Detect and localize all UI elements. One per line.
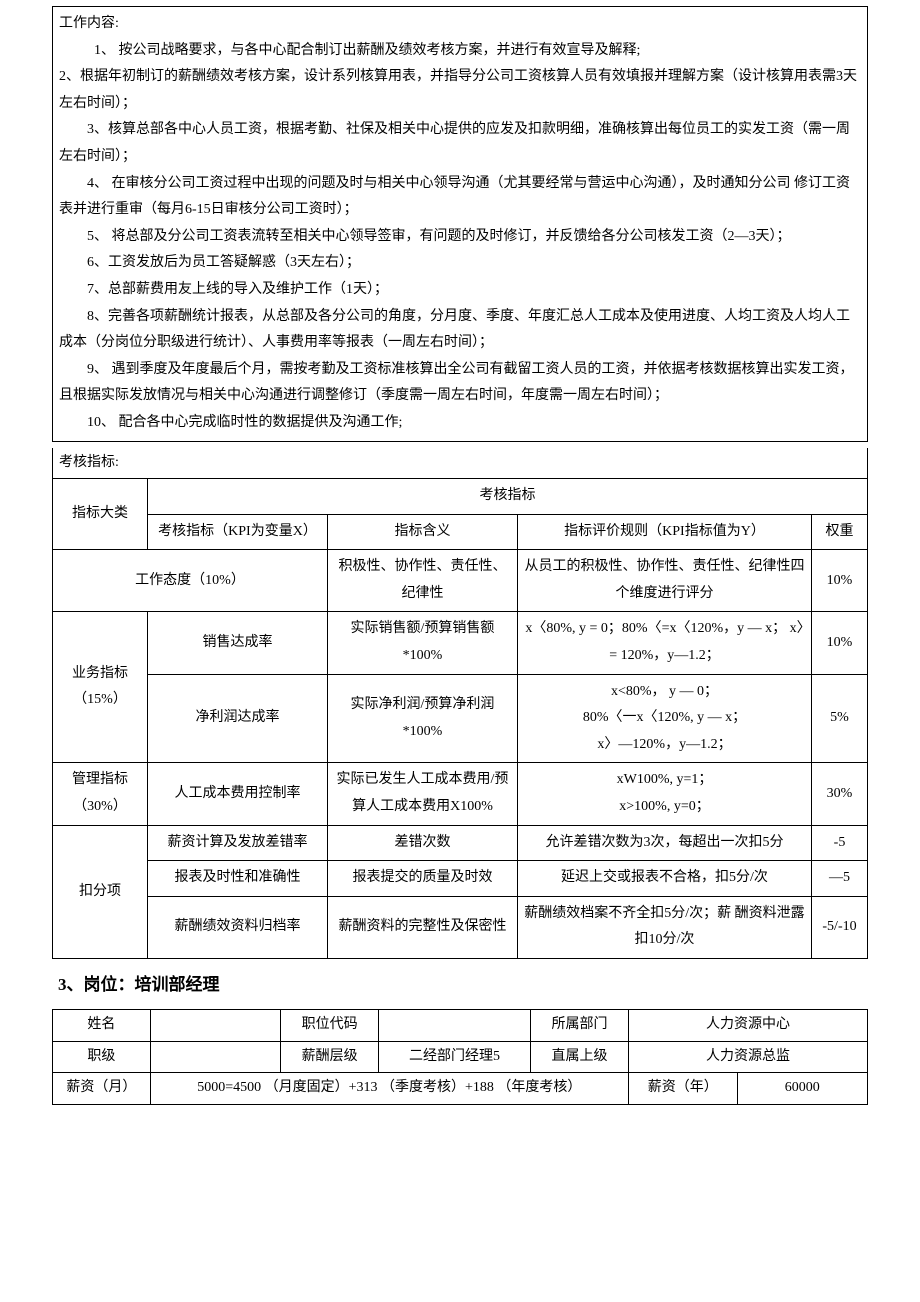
kpi-table: 指标大类 考核指标 考核指标（KPI为变量X） 指标含义 指标评价规则（KPI指… xyxy=(52,478,868,959)
kpi-header-row-1: 指标大类 考核指标 xyxy=(53,479,868,515)
kpi-r1-c4: 10% xyxy=(812,550,868,612)
info-r2-v3: 人力资源总监 xyxy=(628,1041,867,1073)
kpi-r2b-c3: x<80%， y — 0；80%〈一x〈120%, y — x；x〉—120%，… xyxy=(518,674,812,763)
info-r3-l2: 薪资（年） xyxy=(628,1073,737,1105)
kpi-r1-c2: 积极性、协作性、责任性、纪律性 xyxy=(328,550,518,612)
kpi-r3-c4: 30% xyxy=(812,763,868,825)
kpi-r4c-c4: -5/-10 xyxy=(812,896,868,958)
info-r2-v2: 二经部门经理5 xyxy=(378,1041,530,1073)
info-r2-l2: 薪酬层级 xyxy=(281,1041,379,1073)
kpi-h-col2: 指标含义 xyxy=(328,514,518,550)
kpi-r3-c1: 人工成本费用控制率 xyxy=(148,763,328,825)
kpi-r4c-c3: 薪酬绩效档案不齐全扣5分/次；薪 酬资料泄露扣10分/次 xyxy=(518,896,812,958)
kpi-r4c-c2: 薪酬资料的完整性及保密性 xyxy=(328,896,518,958)
kpi-row-biz-2: 净利润达成率 实际净利润/预算净利润*100% x<80%， y — 0；80%… xyxy=(53,674,868,763)
kpi-r2b-c2: 实际净利润/预算净利润*100% xyxy=(328,674,518,763)
info-table: 姓名 职位代码 所属部门 人力资源中心 职级 薪酬层级 二经部门经理5 直属上级… xyxy=(52,1009,868,1105)
info-r1-l2: 职位代码 xyxy=(281,1010,379,1042)
kpi-r4c-c1: 薪酬绩效资料归档率 xyxy=(148,896,328,958)
work-item-2: 2、根据年初制订的薪酬绩效考核方案，设计系列核算用表，并指导分公司工资核算人员有… xyxy=(13,64,867,117)
kpi-label: 考核指标: xyxy=(52,448,868,479)
kpi-r2b-c1: 净利润达成率 xyxy=(148,674,328,763)
info-r3-l1: 薪资（月） xyxy=(53,1073,151,1105)
kpi-row-attitude: 工作态度（10%） 积极性、协作性、责任性、纪律性 从员工的积极性、协作性、责任… xyxy=(53,550,868,612)
work-content-title: 工作内容: xyxy=(53,11,867,38)
kpi-r4b-c2: 报表提交的质量及时效 xyxy=(328,861,518,897)
work-item-10: 10、 配合各中心完成临时性的数据提供及沟通工作; xyxy=(53,410,867,437)
work-item-6: 6、工资发放后为员工答疑解惑（3天左右）； xyxy=(53,250,867,277)
kpi-r4b-c3: 延迟上交或报表不合格，扣5分/次 xyxy=(518,861,812,897)
work-item-1: 1、 按公司战略要求，与各中心配合制订出薪酬及绩效考核方案，并进行有效宣导及解释… xyxy=(53,38,867,65)
kpi-r3-c3: xW100%, y=1；x>100%, y=0； xyxy=(518,763,812,825)
info-r1-v2 xyxy=(378,1010,530,1042)
info-r3-v1: 5000=4500 （月度固定）+313 （季度考核）+188 （年度考核） xyxy=(150,1073,628,1105)
kpi-row-deduct-3: 薪酬绩效资料归档率 薪酬资料的完整性及保密性 薪酬绩效档案不齐全扣5分/次；薪 … xyxy=(53,896,868,958)
work-item-4: 4、 在审核分公司工资过程中出现的问题及时与相关中心领导沟通（尤其要经常与营运中… xyxy=(53,171,867,224)
kpi-r3-c2: 实际已发生人工成本费用/预 算人工成本费用X100% xyxy=(328,763,518,825)
kpi-h-group: 考核指标 xyxy=(148,479,868,515)
kpi-h-cat: 指标大类 xyxy=(53,479,148,550)
kpi-r2b-c4: 5% xyxy=(812,674,868,763)
kpi-r4b-c4: —5 xyxy=(812,861,868,897)
kpi-r4a-c1: 薪资计算及发放差错率 xyxy=(148,825,328,861)
kpi-r1-cat: 工作态度（10%） xyxy=(53,550,328,612)
kpi-header-row-2: 考核指标（KPI为变量X） 指标含义 指标评价规则（KPI指标值为Y） 权重 xyxy=(53,514,868,550)
kpi-r4b-c1: 报表及时性和准确性 xyxy=(148,861,328,897)
info-r1-l3: 所属部门 xyxy=(531,1010,629,1042)
kpi-row-biz-1: 业务指标（15%） 销售达成率 实际销售额/预算销售额*100% x〈80%, … xyxy=(53,612,868,674)
kpi-r4a-c3: 允许差错次数为3次，每超出一次扣5分 xyxy=(518,825,812,861)
kpi-r3-cat: 管理指标（30%） xyxy=(53,763,148,825)
info-r1-v3: 人力资源中心 xyxy=(628,1010,867,1042)
info-r2-v1 xyxy=(150,1041,280,1073)
work-item-5: 5、 将总部及分公司工资表流转至相关中心领导签审，有问题的及时修订，并反馈给各分… xyxy=(53,224,867,251)
work-content-box: 工作内容: 1、 按公司战略要求，与各中心配合制订出薪酬及绩效考核方案，并进行有… xyxy=(52,6,868,442)
kpi-r1-c3: 从员工的积极性、协作性、责任性、纪律性四个维度进行评分 xyxy=(518,550,812,612)
work-item-3: 3、核算总部各中心人员工资，根据考勤、社保及相关中心提供的应发及扣款明细，准确核… xyxy=(53,117,867,170)
kpi-r2a-c1: 销售达成率 xyxy=(148,612,328,674)
kpi-row-mgmt: 管理指标（30%） 人工成本费用控制率 实际已发生人工成本费用/预 算人工成本费… xyxy=(53,763,868,825)
info-row-1: 姓名 职位代码 所属部门 人力资源中心 xyxy=(53,1010,868,1042)
info-r2-l3: 直属上级 xyxy=(531,1041,629,1073)
work-item-7: 7、总部薪费用友上线的导入及维护工作（1天）； xyxy=(53,277,867,304)
kpi-h-col3: 指标评价规则（KPI指标值为Y） xyxy=(518,514,812,550)
kpi-r4a-c4: -5 xyxy=(812,825,868,861)
kpi-row-deduct-1: 扣分项 薪资计算及发放差错率 差错次数 允许差错次数为3次，每超出一次扣5分 -… xyxy=(53,825,868,861)
kpi-r2a-c3: x〈80%, y = 0；80%〈=x〈120%，y — x； x〉= 120%… xyxy=(518,612,812,674)
kpi-h-col1: 考核指标（KPI为变量X） xyxy=(148,514,328,550)
info-r1-l1: 姓名 xyxy=(53,1010,151,1042)
kpi-r4a-c2: 差错次数 xyxy=(328,825,518,861)
section-3-title: 3、岗位：培训部经理 xyxy=(52,959,868,1009)
kpi-r4-cat: 扣分项 xyxy=(53,825,148,958)
kpi-r2-cat: 业务指标（15%） xyxy=(53,612,148,763)
work-item-8: 8、完善各项薪酬统计报表，从总部及各分公司的角度，分月度、季度、年度汇总人工成本… xyxy=(53,304,867,357)
info-row-3: 薪资（月） 5000=4500 （月度固定）+313 （季度考核）+188 （年… xyxy=(53,1073,868,1105)
info-r2-l1: 职级 xyxy=(53,1041,151,1073)
info-r3-v2: 60000 xyxy=(737,1073,867,1105)
kpi-r2a-c2: 实际销售额/预算销售额*100% xyxy=(328,612,518,674)
kpi-r2a-c4: 10% xyxy=(812,612,868,674)
kpi-row-deduct-2: 报表及时性和准确性 报表提交的质量及时效 延迟上交或报表不合格，扣5分/次 —5 xyxy=(53,861,868,897)
info-r1-v1 xyxy=(150,1010,280,1042)
work-item-9: 9、 遇到季度及年度最后个月，需按考勤及工资标准核算出全公司有截留工资人员的工资… xyxy=(53,357,867,410)
kpi-h-col4: 权重 xyxy=(812,514,868,550)
info-row-2: 职级 薪酬层级 二经部门经理5 直属上级 人力资源总监 xyxy=(53,1041,868,1073)
